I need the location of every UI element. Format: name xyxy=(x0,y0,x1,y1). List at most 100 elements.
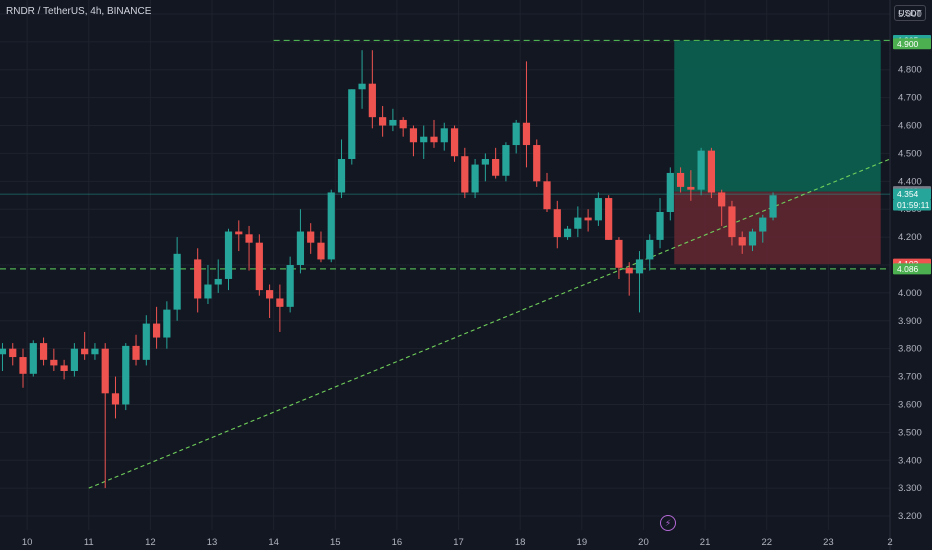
candle-body xyxy=(204,284,212,299)
price-badge-label: 4.086 xyxy=(897,264,919,274)
x-tick-label: 15 xyxy=(330,537,341,548)
y-tick-label: 4.600 xyxy=(898,121,922,132)
candle-body xyxy=(50,359,58,366)
x-tick-label: 13 xyxy=(207,537,218,548)
candle-body xyxy=(142,323,150,360)
candle-body xyxy=(584,217,592,221)
y-tick-label: 3.600 xyxy=(898,399,922,410)
y-tick-label: 3.200 xyxy=(898,511,922,522)
x-tick-label: 20 xyxy=(638,537,649,548)
y-tick-label: 3.700 xyxy=(898,372,922,383)
candle-body xyxy=(132,345,140,360)
candle-body xyxy=(91,348,99,355)
y-tick-label: 4.000 xyxy=(898,288,922,299)
y-tick-label: 4.200 xyxy=(898,232,922,243)
candle-body xyxy=(173,253,181,310)
candle-body xyxy=(697,150,705,190)
candle-body xyxy=(687,186,695,190)
candlesticks xyxy=(0,50,777,489)
candle-body xyxy=(163,309,171,338)
candle-body xyxy=(19,357,27,374)
candle-body xyxy=(81,348,89,355)
candle-body xyxy=(522,122,531,146)
candle-body xyxy=(563,228,572,238)
y-tick-label: 5.000 xyxy=(898,9,922,20)
candle-body xyxy=(625,267,633,274)
candle-body xyxy=(574,217,582,229)
candle-body xyxy=(646,239,654,260)
candle-body xyxy=(317,242,325,260)
y-tick-label: 3.800 xyxy=(898,344,922,355)
candle-body xyxy=(605,198,613,240)
candle-body xyxy=(296,231,305,265)
x-tick-label: 10 xyxy=(22,537,33,548)
x-tick-label: 18 xyxy=(515,537,526,548)
currency-button[interactable]: USDT xyxy=(894,5,926,21)
candle-body xyxy=(748,231,757,246)
price-badge xyxy=(893,263,931,275)
candle-body xyxy=(615,239,623,268)
candle-body xyxy=(635,259,644,274)
x-tick-label: 14 xyxy=(268,537,279,548)
candle-body xyxy=(440,128,448,143)
candle-body xyxy=(245,234,253,243)
target-zone xyxy=(674,40,881,192)
candle-body xyxy=(738,237,746,246)
y-tick-label: 3.400 xyxy=(898,455,922,466)
candle-body xyxy=(399,119,407,129)
candle-body xyxy=(553,209,561,238)
chart-title: RNDR / TetherUS, 4h, BINANCE xyxy=(6,6,152,17)
candle-body xyxy=(656,212,664,240)
candle-body xyxy=(512,122,520,146)
candle-body xyxy=(430,136,438,143)
candle-body xyxy=(266,290,274,299)
x-tick-label: 2 xyxy=(887,537,892,548)
y-tick-label: 4.800 xyxy=(898,65,922,76)
price-badge xyxy=(893,188,931,200)
y-tick-label: 4.400 xyxy=(898,176,922,187)
x-tick-label: 22 xyxy=(761,537,772,548)
candle-body xyxy=(194,259,202,299)
x-tick-label: 23 xyxy=(823,537,834,548)
candle-body xyxy=(214,278,222,285)
candle-body xyxy=(368,83,376,118)
x-tick-label: 11 xyxy=(84,537,94,548)
candle-body xyxy=(9,348,17,358)
candle-body xyxy=(666,172,674,212)
x-tick-label: 19 xyxy=(577,537,588,548)
position-zones xyxy=(674,40,881,265)
chart-grid xyxy=(0,0,891,550)
y-tick-label: 3.500 xyxy=(898,427,922,438)
x-tick-label: 21 xyxy=(700,537,711,548)
candle-body xyxy=(728,206,736,238)
trend-line xyxy=(88,158,891,489)
candle-body xyxy=(707,150,715,193)
price-badge xyxy=(893,199,931,211)
candle-body xyxy=(286,265,294,307)
lightning-icon[interactable]: ⚡ xyxy=(660,515,676,531)
candle-body xyxy=(152,323,161,338)
candle-body xyxy=(276,298,284,307)
candle-body xyxy=(224,231,233,279)
candle-body xyxy=(594,198,602,221)
x-tick-label: 16 xyxy=(392,537,403,548)
candle-body xyxy=(337,159,346,193)
candle-body xyxy=(29,343,37,374)
time-axis[interactable]: 10 11 12 13 14 15 16 17 18 19 20 21 22 23 2 xyxy=(22,537,893,548)
candle-body xyxy=(718,192,726,207)
candle-body xyxy=(70,348,78,371)
drawn-lines xyxy=(0,39,891,489)
candle-body xyxy=(348,89,356,159)
candle-body xyxy=(111,393,120,405)
candle-body xyxy=(420,136,428,143)
x-tick-label: 17 xyxy=(453,537,464,548)
candle-body xyxy=(379,117,387,126)
candle-body xyxy=(450,128,459,157)
y-tick-label: 4.700 xyxy=(898,93,922,104)
candle-body xyxy=(122,345,130,405)
candle-body xyxy=(409,128,418,143)
x-tick-label: 12 xyxy=(145,537,156,548)
stop-zone xyxy=(674,191,881,265)
